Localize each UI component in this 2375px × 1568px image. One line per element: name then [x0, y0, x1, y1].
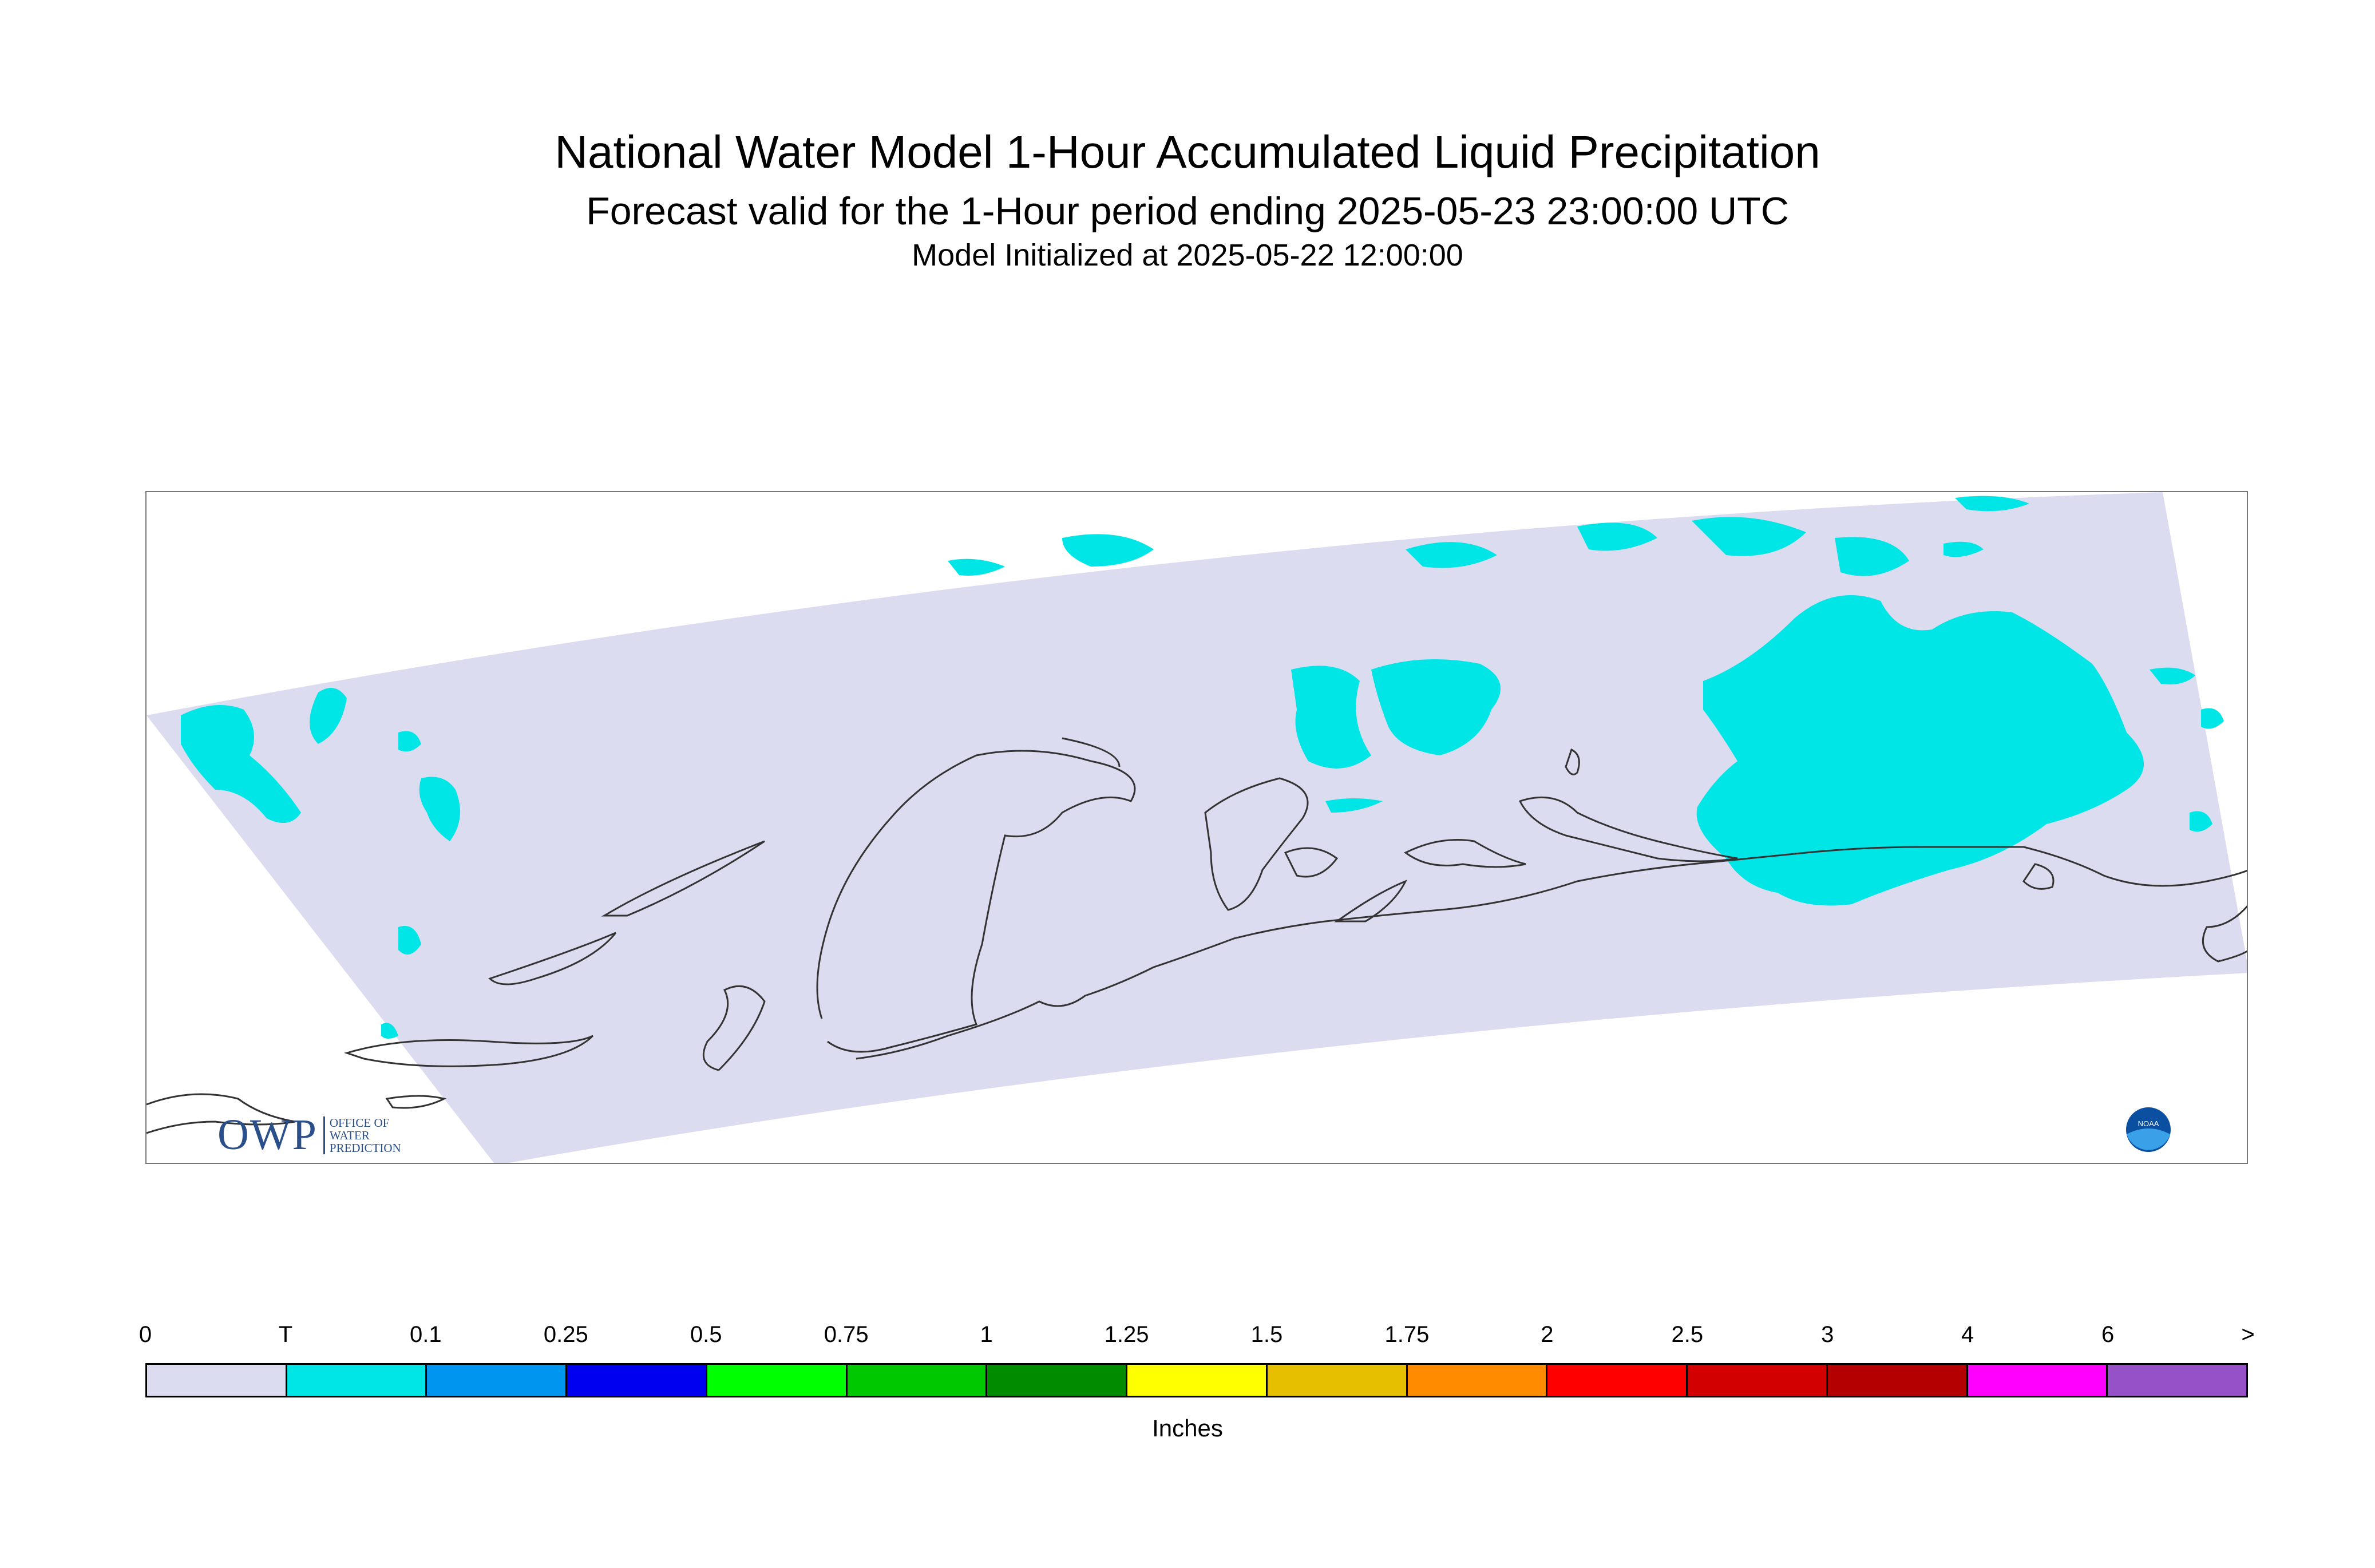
legend-color-bar [145, 1363, 2248, 1397]
legend-swatch [1547, 1365, 1688, 1396]
legend-tick-label: 1.75 [1384, 1322, 1430, 1347]
legend-swatch [147, 1365, 287, 1396]
legend-swatch [707, 1365, 848, 1396]
legend-swatch [1968, 1365, 2108, 1396]
owp-logo-line: OFFICE OF [329, 1115, 390, 1130]
legend-tick-label: T [278, 1322, 293, 1347]
owp-logo: OWP OFFICE OF WATER PREDICTION [217, 1110, 401, 1160]
legend-swatch [567, 1365, 707, 1396]
legend-tick-label: 0.75 [824, 1322, 869, 1347]
legend-swatch [987, 1365, 1128, 1396]
noaa-logo: NOAA [2125, 1106, 2172, 1153]
legend-swatch [2108, 1365, 2247, 1396]
legend-units-label: Inches [1152, 1415, 1223, 1442]
owp-logo-line: PREDICTION [329, 1141, 401, 1155]
page-subtitle: Forecast valid for the 1-Hour period end… [586, 189, 1789, 233]
owp-logo-line: WATER [329, 1128, 370, 1142]
map-panel [145, 491, 2248, 1164]
model-domain [147, 492, 2247, 1163]
page-title: National Water Model 1-Hour Accumulated … [555, 126, 1820, 177]
legend-swatch [1407, 1365, 1548, 1396]
legend-tick-label: 1 [980, 1322, 993, 1347]
legend-swatch [427, 1365, 568, 1396]
owp-logo-mark: OWP [217, 1111, 318, 1159]
legend-tick-label: 0 [138, 1322, 152, 1347]
legend-swatch [1127, 1365, 1268, 1396]
legend-swatch [847, 1365, 988, 1396]
precipitation-map [147, 492, 2247, 1163]
legend-tick-label: 3 [1821, 1322, 1834, 1347]
legend-swatch [1827, 1365, 1968, 1396]
legend-tick-label: 0.1 [410, 1322, 442, 1347]
coastline [147, 737, 2247, 1134]
trace-precipitation-areas [181, 496, 2224, 1039]
owp-logo-text: OFFICE OF WATER PREDICTION [323, 1116, 401, 1154]
legend-tick-label: 2 [1541, 1322, 1554, 1347]
legend-swatch [1688, 1365, 1828, 1396]
legend-tick-label: 2.5 [1671, 1322, 1704, 1347]
legend-tick-label: 0.5 [690, 1322, 722, 1347]
legend-tick-label: 0.25 [543, 1322, 588, 1347]
legend-swatch [1267, 1365, 1408, 1396]
legend-swatch [287, 1365, 428, 1396]
legend-tick-label: 1.25 [1104, 1322, 1149, 1347]
noaa-logo-text: NOAA [2138, 1119, 2159, 1128]
legend-tick-label: 4 [1961, 1322, 1974, 1347]
model-init-time: Model Initialized at 2025-05-22 12:00:00 [912, 238, 1463, 272]
legend-tick-label: 6 [2101, 1322, 2115, 1347]
legend-tick-labels: 0 T 0.1 0.25 0.5 0.75 1 1.25 1.5 1.75 2 2.5 3 4 6 > [139, 1322, 2255, 1356]
legend-tick-label: 1.5 [1250, 1322, 1283, 1347]
legend-tick-label: > [2241, 1322, 2255, 1347]
